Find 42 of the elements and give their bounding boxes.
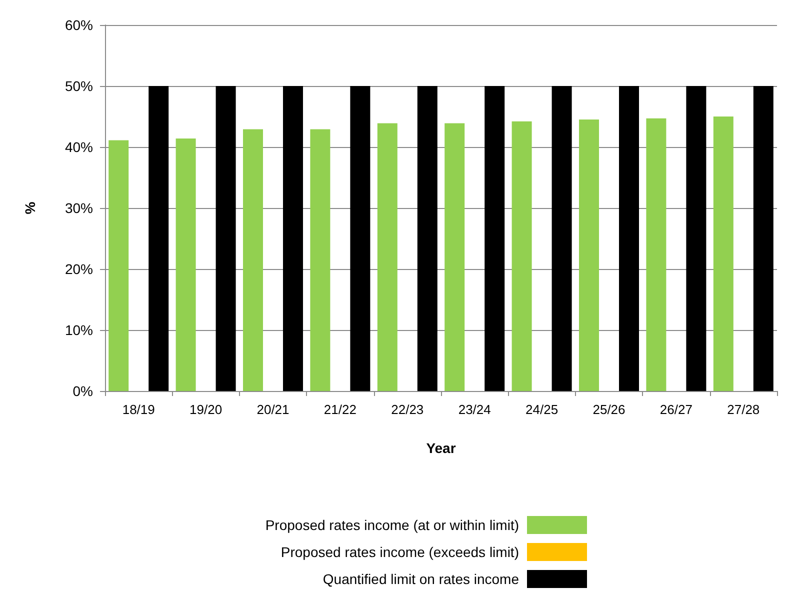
y-tick-label: 20% [64,261,93,277]
x-tick-label: 23/24 [458,402,491,417]
x-tick-label: 26/27 [660,402,692,417]
x-tick-label: 27/28 [727,402,760,417]
x-tick-label: 25/26 [592,402,626,417]
y-tick-label: 40% [64,139,93,155]
bar [148,86,169,391]
x-tick-label: 19/20 [190,402,222,417]
bar [108,140,129,391]
bar [619,86,639,391]
bar [713,116,734,391]
x-tick-label: 18/19 [122,402,155,417]
bar [216,86,236,391]
x-tick-label: 21/22 [324,402,356,417]
bar [753,86,774,391]
bar [579,120,599,391]
bar [686,86,706,391]
bar [417,86,438,391]
x-tick-label: 20/21 [256,402,290,417]
x-tick-label: 24/25 [526,402,558,417]
bar [377,123,398,391]
bar [484,86,505,391]
bar [283,86,303,391]
bar [243,129,263,391]
y-tick-label: 60% [64,17,93,33]
bar [444,123,465,391]
bar [646,118,666,391]
legend-label: Quantified limit on rates income [322,570,519,586]
bar [552,86,572,391]
y-tick-label: 0% [72,383,93,399]
y-tick-label: 10% [64,322,93,338]
legend-label: Proposed rates income (at or within limit) [264,516,519,532]
bar [512,121,532,391]
x-tick-label: 22/23 [391,402,424,417]
y-axis-title: % [22,201,38,214]
y-tick-label: 50% [64,78,93,94]
bar [310,129,330,391]
bar [176,138,196,391]
y-tick-label: 30% [64,200,93,216]
legend-label: Proposed rates income (exceeds limit) [280,544,519,560]
x-axis-title: Year [426,440,456,456]
bar [350,86,370,391]
